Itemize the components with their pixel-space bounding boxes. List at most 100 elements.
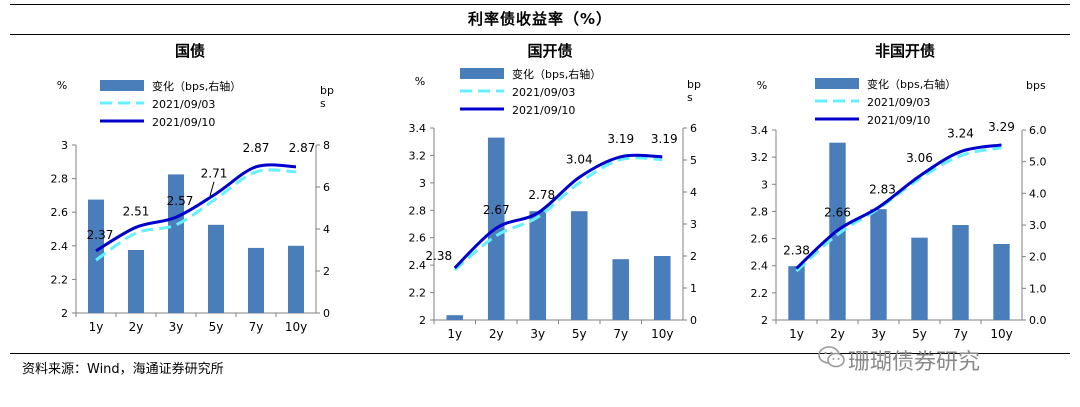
right-tick-label: 2.0 xyxy=(1029,251,1047,264)
x-tick-label: 1y xyxy=(447,327,462,341)
left-tick-label: 2 xyxy=(761,314,768,327)
bar-change xyxy=(952,225,969,320)
x-tick-label: 3y xyxy=(530,327,545,341)
x-tick-label: 5y xyxy=(572,327,587,341)
subplot-title: 国债 xyxy=(175,42,205,60)
data-label: 2.83 xyxy=(869,182,896,196)
series-line-0910 xyxy=(95,163,297,253)
right-tick-label: 4.0 xyxy=(1029,187,1047,200)
bar-change xyxy=(911,237,928,320)
x-tick-label: 5y xyxy=(209,320,224,334)
left-tick-label: 3 xyxy=(419,177,426,190)
legend-label-0910: 2021/09/10 xyxy=(152,116,215,129)
right-tick-label: 1 xyxy=(690,282,697,295)
data-label: 3.06 xyxy=(906,151,933,165)
x-tick-label: 1y xyxy=(789,327,804,341)
right-axis-unit: bp xyxy=(687,78,701,91)
bar-change xyxy=(653,256,671,320)
data-label: 2.57 xyxy=(167,194,194,208)
data-label: 2.38 xyxy=(425,249,452,263)
legend-label-0903: 2021/09/03 xyxy=(867,96,930,109)
legend-bar-swatch xyxy=(815,78,859,89)
data-label: 2.66 xyxy=(824,205,851,219)
bar-change xyxy=(248,247,264,313)
bar-change xyxy=(612,259,630,320)
left-tick-label: 3.2 xyxy=(409,149,427,162)
left-tick-label: 2.2 xyxy=(751,287,769,300)
left-tick-label: 2.8 xyxy=(751,205,769,218)
x-tick-label: 10y xyxy=(990,327,1012,341)
series-line-0903 xyxy=(453,156,663,272)
watermark-text: 珊瑚债券研究 xyxy=(848,350,981,375)
data-label: 3.19 xyxy=(651,132,678,146)
left-axis-unit: % xyxy=(57,79,67,92)
data-label: 3.24 xyxy=(947,127,974,141)
series-line-0910 xyxy=(453,153,663,269)
data-label: 3.29 xyxy=(988,120,1015,134)
legend-label-change: 变化（bps,右轴） xyxy=(152,79,241,93)
right-tick-label: 6 xyxy=(690,122,697,135)
left-tick-label: 2 xyxy=(419,314,426,327)
bar-change xyxy=(208,224,224,313)
right-tick-label: 3.0 xyxy=(1029,219,1047,232)
x-tick-label: 7y xyxy=(613,327,628,341)
left-tick-label: 2.6 xyxy=(409,232,427,245)
wechat-icon xyxy=(818,346,845,368)
legend-bar-swatch xyxy=(460,68,504,79)
data-label: 2.38 xyxy=(783,243,810,257)
title-divider-line xyxy=(10,34,1070,35)
right-axis-unit: s xyxy=(320,97,326,110)
left-tick-label: 3.4 xyxy=(751,124,769,137)
data-label: 2.87 xyxy=(289,141,316,155)
left-tick-label: 2.4 xyxy=(409,259,427,272)
bar-change xyxy=(128,250,144,313)
left-axis-unit: % xyxy=(757,79,767,92)
legend-label-change: 变化（bps,右轴） xyxy=(867,77,956,91)
right-tick-label: 0 xyxy=(690,314,697,327)
right-tick-label: 0.0 xyxy=(1029,314,1047,327)
left-tick-label: 2.6 xyxy=(751,233,769,246)
bar-change xyxy=(288,245,304,313)
x-tick-label: 2y xyxy=(129,320,144,334)
legend-bar-swatch xyxy=(100,80,144,91)
top-border-line xyxy=(10,4,1070,5)
bar-change xyxy=(993,244,1010,320)
x-tick-label: 7y xyxy=(953,327,968,341)
x-tick-label: 3y xyxy=(169,320,184,334)
data-label: 2.71 xyxy=(201,167,228,181)
right-axis-unit: s xyxy=(687,91,693,104)
left-tick-label: 3.2 xyxy=(751,151,769,164)
x-tick-label: 10y xyxy=(285,320,307,334)
subplot-title: 国开债 xyxy=(527,42,572,60)
right-tick-label: 1.0 xyxy=(1029,282,1047,295)
left-tick-label: 2.4 xyxy=(51,240,69,253)
data-label: 3.04 xyxy=(566,152,593,166)
legend-label-change: 变化（bps,右轴） xyxy=(512,67,601,81)
left-tick-label: 2.2 xyxy=(51,273,69,286)
legend-label-0903: 2021/09/03 xyxy=(152,98,215,111)
right-tick-label: 6.0 xyxy=(1029,124,1047,137)
bar-change xyxy=(870,209,887,320)
series-line-0910 xyxy=(795,143,1002,270)
left-axis-unit: % xyxy=(415,75,425,88)
bottom-divider-line xyxy=(10,353,1070,354)
right-tick-label: 4 xyxy=(690,186,697,199)
x-tick-label: 2y xyxy=(489,327,504,341)
source-note: 资料来源：Wind，海通证券研究所 xyxy=(22,362,224,377)
legend-label-0903: 2021/09/03 xyxy=(512,86,575,99)
x-tick-label: 7y xyxy=(249,320,264,334)
right-axis-unit: bp xyxy=(320,84,334,97)
bar-change xyxy=(570,211,588,320)
bar-change xyxy=(88,199,104,313)
right-tick-label: 2 xyxy=(323,265,330,278)
left-tick-label: 3 xyxy=(761,178,768,191)
data-label: 2.78 xyxy=(528,188,555,202)
figure-title: 利率债收益率（%） xyxy=(467,10,613,28)
data-label: 3.19 xyxy=(607,132,634,146)
x-tick-label: 5y xyxy=(912,327,927,341)
subplot-title: 非国开债 xyxy=(875,42,935,60)
